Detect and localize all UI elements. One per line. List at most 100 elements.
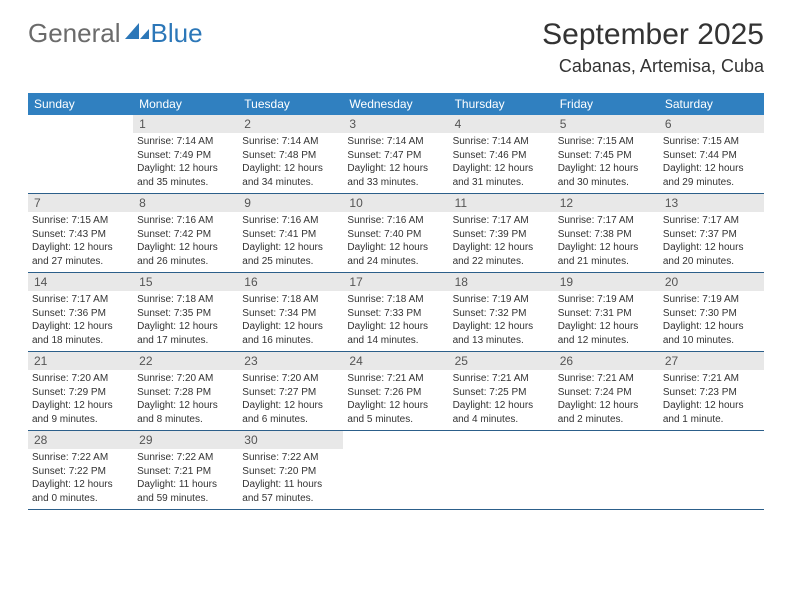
day-body: Sunrise: 7:17 AMSunset: 7:36 PMDaylight:… xyxy=(28,291,133,351)
day-cell: 25Sunrise: 7:21 AMSunset: 7:25 PMDayligh… xyxy=(449,352,554,430)
weeks-container: 1Sunrise: 7:14 AMSunset: 7:49 PMDaylight… xyxy=(28,115,764,510)
day-cell: 13Sunrise: 7:17 AMSunset: 7:37 PMDayligh… xyxy=(659,194,764,272)
day-body: Sunrise: 7:18 AMSunset: 7:33 PMDaylight:… xyxy=(343,291,448,351)
week-row: 21Sunrise: 7:20 AMSunset: 7:29 PMDayligh… xyxy=(28,352,764,431)
day-body: Sunrise: 7:18 AMSunset: 7:35 PMDaylight:… xyxy=(133,291,238,351)
day-body: Sunrise: 7:21 AMSunset: 7:26 PMDaylight:… xyxy=(343,370,448,430)
day-cell: 26Sunrise: 7:21 AMSunset: 7:24 PMDayligh… xyxy=(554,352,659,430)
day-cell: 23Sunrise: 7:20 AMSunset: 7:27 PMDayligh… xyxy=(238,352,343,430)
day-cell: 3Sunrise: 7:14 AMSunset: 7:47 PMDaylight… xyxy=(343,115,448,193)
day-header: Thursday xyxy=(449,93,554,115)
logo-text-general: General xyxy=(28,18,121,49)
day-body: Sunrise: 7:22 AMSunset: 7:20 PMDaylight:… xyxy=(238,449,343,509)
day-cell: 14Sunrise: 7:17 AMSunset: 7:36 PMDayligh… xyxy=(28,273,133,351)
day-body: Sunrise: 7:22 AMSunset: 7:22 PMDaylight:… xyxy=(28,449,133,509)
day-number: 18 xyxy=(449,273,554,291)
day-body: Sunrise: 7:14 AMSunset: 7:47 PMDaylight:… xyxy=(343,133,448,193)
day-cell xyxy=(28,115,133,193)
day-cell: 27Sunrise: 7:21 AMSunset: 7:23 PMDayligh… xyxy=(659,352,764,430)
day-cell xyxy=(659,431,764,509)
day-body: Sunrise: 7:19 AMSunset: 7:31 PMDaylight:… xyxy=(554,291,659,351)
day-body: Sunrise: 7:18 AMSunset: 7:34 PMDaylight:… xyxy=(238,291,343,351)
day-cell: 8Sunrise: 7:16 AMSunset: 7:42 PMDaylight… xyxy=(133,194,238,272)
day-cell: 2Sunrise: 7:14 AMSunset: 7:48 PMDaylight… xyxy=(238,115,343,193)
day-body: Sunrise: 7:21 AMSunset: 7:23 PMDaylight:… xyxy=(659,370,764,430)
day-number: 12 xyxy=(554,194,659,212)
logo: General Blue xyxy=(28,18,203,49)
day-body: Sunrise: 7:20 AMSunset: 7:27 PMDaylight:… xyxy=(238,370,343,430)
day-cell: 1Sunrise: 7:14 AMSunset: 7:49 PMDaylight… xyxy=(133,115,238,193)
day-body: Sunrise: 7:17 AMSunset: 7:39 PMDaylight:… xyxy=(449,212,554,272)
day-body: Sunrise: 7:16 AMSunset: 7:42 PMDaylight:… xyxy=(133,212,238,272)
day-cell: 20Sunrise: 7:19 AMSunset: 7:30 PMDayligh… xyxy=(659,273,764,351)
day-number: 26 xyxy=(554,352,659,370)
day-number: 30 xyxy=(238,431,343,449)
day-body: Sunrise: 7:22 AMSunset: 7:21 PMDaylight:… xyxy=(133,449,238,509)
day-body: Sunrise: 7:21 AMSunset: 7:25 PMDaylight:… xyxy=(449,370,554,430)
day-number: 1 xyxy=(133,115,238,133)
day-cell: 19Sunrise: 7:19 AMSunset: 7:31 PMDayligh… xyxy=(554,273,659,351)
day-body: Sunrise: 7:15 AMSunset: 7:43 PMDaylight:… xyxy=(28,212,133,272)
day-body: Sunrise: 7:21 AMSunset: 7:24 PMDaylight:… xyxy=(554,370,659,430)
day-number: 7 xyxy=(28,194,133,212)
day-number: 16 xyxy=(238,273,343,291)
day-body: Sunrise: 7:14 AMSunset: 7:48 PMDaylight:… xyxy=(238,133,343,193)
day-cell xyxy=(449,431,554,509)
day-body: Sunrise: 7:17 AMSunset: 7:38 PMDaylight:… xyxy=(554,212,659,272)
day-number: 17 xyxy=(343,273,448,291)
day-number: 11 xyxy=(449,194,554,212)
day-cell xyxy=(343,431,448,509)
day-number: 28 xyxy=(28,431,133,449)
day-number: 25 xyxy=(449,352,554,370)
day-number: 4 xyxy=(449,115,554,133)
header: General Blue September 2025 Cabanas, Art… xyxy=(0,0,792,85)
day-number: 8 xyxy=(133,194,238,212)
month-title: September 2025 xyxy=(542,18,764,52)
day-body: Sunrise: 7:14 AMSunset: 7:49 PMDaylight:… xyxy=(133,133,238,193)
day-body: Sunrise: 7:16 AMSunset: 7:41 PMDaylight:… xyxy=(238,212,343,272)
day-number: 20 xyxy=(659,273,764,291)
day-header: Friday xyxy=(554,93,659,115)
day-cell: 6Sunrise: 7:15 AMSunset: 7:44 PMDaylight… xyxy=(659,115,764,193)
day-number: 10 xyxy=(343,194,448,212)
day-body: Sunrise: 7:14 AMSunset: 7:46 PMDaylight:… xyxy=(449,133,554,193)
day-body: Sunrise: 7:17 AMSunset: 7:37 PMDaylight:… xyxy=(659,212,764,272)
logo-triangle-icon xyxy=(125,21,149,39)
day-header: Wednesday xyxy=(343,93,448,115)
day-body: Sunrise: 7:16 AMSunset: 7:40 PMDaylight:… xyxy=(343,212,448,272)
day-number: 13 xyxy=(659,194,764,212)
day-cell: 15Sunrise: 7:18 AMSunset: 7:35 PMDayligh… xyxy=(133,273,238,351)
location-text: Cabanas, Artemisa, Cuba xyxy=(542,56,764,77)
week-row: 7Sunrise: 7:15 AMSunset: 7:43 PMDaylight… xyxy=(28,194,764,273)
day-cell: 9Sunrise: 7:16 AMSunset: 7:41 PMDaylight… xyxy=(238,194,343,272)
day-number: 19 xyxy=(554,273,659,291)
day-cell: 28Sunrise: 7:22 AMSunset: 7:22 PMDayligh… xyxy=(28,431,133,509)
week-row: 1Sunrise: 7:14 AMSunset: 7:49 PMDaylight… xyxy=(28,115,764,194)
day-header: Saturday xyxy=(659,93,764,115)
day-number: 27 xyxy=(659,352,764,370)
day-cell: 5Sunrise: 7:15 AMSunset: 7:45 PMDaylight… xyxy=(554,115,659,193)
day-body: Sunrise: 7:20 AMSunset: 7:29 PMDaylight:… xyxy=(28,370,133,430)
day-cell: 4Sunrise: 7:14 AMSunset: 7:46 PMDaylight… xyxy=(449,115,554,193)
day-header: Tuesday xyxy=(238,93,343,115)
day-number: 2 xyxy=(238,115,343,133)
day-number: 21 xyxy=(28,352,133,370)
day-cell: 24Sunrise: 7:21 AMSunset: 7:26 PMDayligh… xyxy=(343,352,448,430)
day-number: 3 xyxy=(343,115,448,133)
day-cell: 29Sunrise: 7:22 AMSunset: 7:21 PMDayligh… xyxy=(133,431,238,509)
day-cell: 18Sunrise: 7:19 AMSunset: 7:32 PMDayligh… xyxy=(449,273,554,351)
day-cell xyxy=(554,431,659,509)
day-cell: 10Sunrise: 7:16 AMSunset: 7:40 PMDayligh… xyxy=(343,194,448,272)
day-body: Sunrise: 7:19 AMSunset: 7:32 PMDaylight:… xyxy=(449,291,554,351)
day-number: 14 xyxy=(28,273,133,291)
day-headers-row: SundayMondayTuesdayWednesdayThursdayFrid… xyxy=(28,93,764,115)
day-cell: 30Sunrise: 7:22 AMSunset: 7:20 PMDayligh… xyxy=(238,431,343,509)
day-number: 15 xyxy=(133,273,238,291)
day-number: 22 xyxy=(133,352,238,370)
day-number: 29 xyxy=(133,431,238,449)
day-number: 6 xyxy=(659,115,764,133)
day-cell: 11Sunrise: 7:17 AMSunset: 7:39 PMDayligh… xyxy=(449,194,554,272)
day-cell: 22Sunrise: 7:20 AMSunset: 7:28 PMDayligh… xyxy=(133,352,238,430)
day-body: Sunrise: 7:15 AMSunset: 7:45 PMDaylight:… xyxy=(554,133,659,193)
day-body: Sunrise: 7:19 AMSunset: 7:30 PMDaylight:… xyxy=(659,291,764,351)
